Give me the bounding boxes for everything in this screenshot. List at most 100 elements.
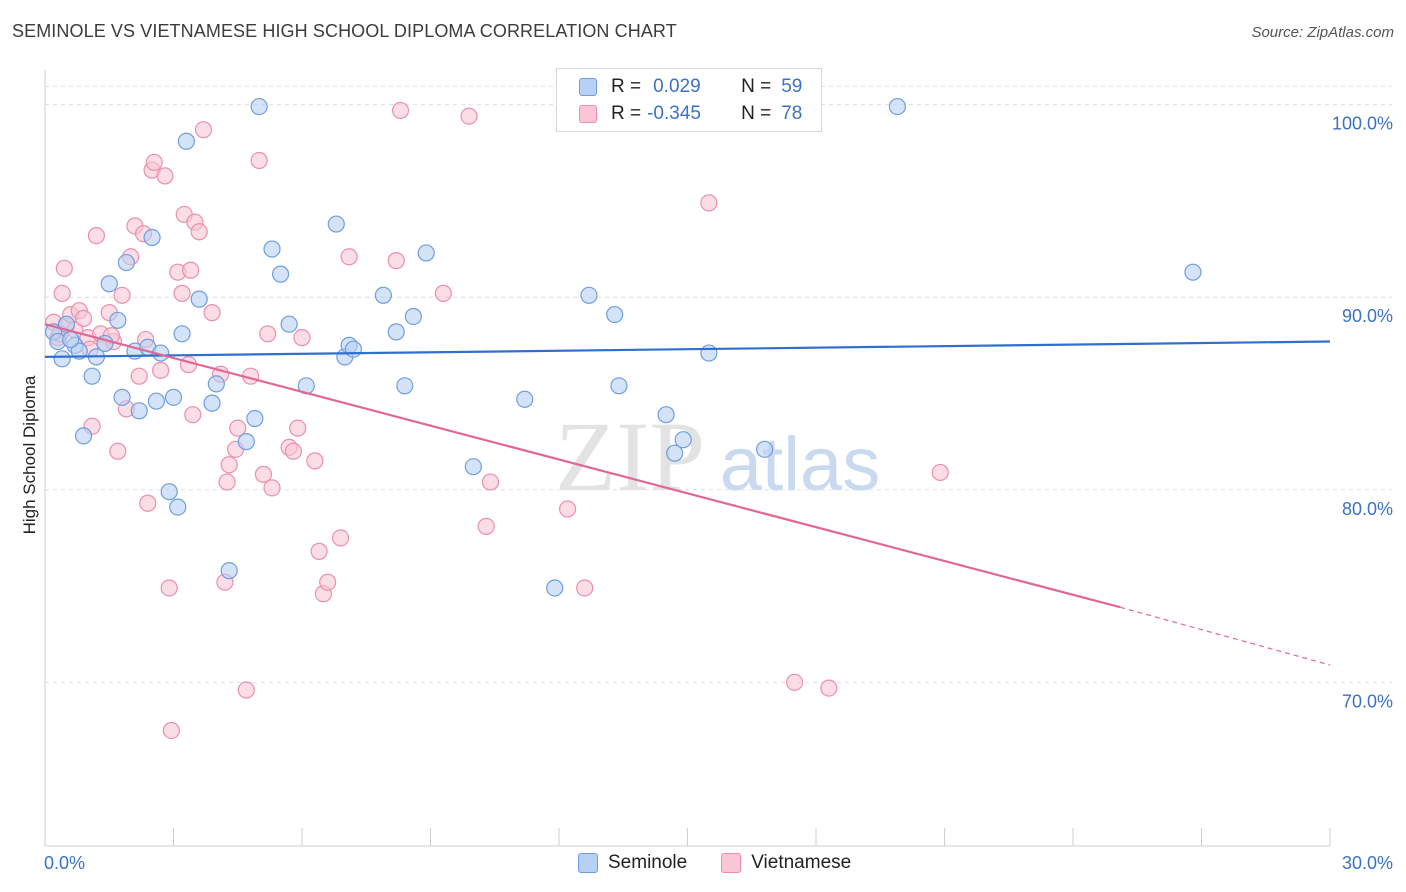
vietnamese-point	[145, 153, 163, 172]
vietnamese-point	[391, 101, 410, 120]
seminole-point	[207, 375, 225, 393]
seminole-point	[404, 307, 422, 326]
seminole-point	[250, 97, 268, 116]
vietnamese-point	[293, 329, 311, 347]
vietnamese-point	[237, 681, 255, 699]
seminole-point	[374, 286, 392, 304]
seminole-points	[44, 97, 1202, 597]
vietnamese-point	[340, 248, 358, 266]
seminole-point	[1184, 263, 1202, 281]
vietnamese-point	[190, 223, 208, 241]
legend-n-value: 78	[781, 103, 803, 124]
seminole-point	[674, 431, 692, 449]
seminole-point	[417, 244, 435, 262]
vietnamese-point	[331, 529, 350, 547]
vietnamese-point	[184, 406, 202, 424]
vietnamese-points	[44, 101, 949, 740]
y-tick-label: 90.0%	[1342, 306, 1393, 326]
seminole-point	[666, 444, 684, 462]
vietnamese-point	[220, 456, 238, 474]
vietnamese-point	[87, 226, 106, 245]
seminole-point	[173, 325, 191, 343]
vietnamese-point	[113, 286, 131, 304]
legend-n-value: 59	[781, 76, 803, 97]
seminole-point	[327, 215, 345, 233]
vietnamese-point	[173, 284, 191, 302]
seminole-swatch	[579, 78, 597, 96]
seminole-point	[109, 311, 127, 329]
gridlines	[45, 85, 1392, 683]
seminole-point	[271, 265, 290, 283]
vietnamese-trend-line	[44, 323, 1121, 609]
vietnamese-point	[284, 442, 303, 460]
seminole-point	[53, 350, 71, 368]
seminole-point	[237, 433, 255, 451]
vietnamese-point	[179, 356, 198, 374]
legend-row-vietnamese: R = -0.345 N = 78	[579, 102, 802, 126]
seminole-point	[100, 275, 118, 293]
legend-item-vietnamese[interactable]: Vietnamese	[721, 852, 851, 874]
seminole-point	[143, 228, 161, 247]
seminole-point	[83, 367, 101, 385]
seminole-point	[700, 344, 718, 362]
seminole-point	[464, 458, 482, 476]
legend-row-seminole: R = 0.029 N = 59	[579, 75, 802, 99]
vietnamese-point	[481, 473, 500, 491]
vietnamese-point	[289, 419, 307, 437]
seminole-point	[147, 392, 165, 410]
chart-title: SEMINOLE VS VIETNAMESE HIGH SCHOOL DIPLO…	[12, 21, 677, 41]
seminole-point	[755, 440, 774, 458]
vietnamese-point	[130, 367, 148, 385]
vietnamese-point	[250, 151, 268, 170]
vietnamese-point	[310, 542, 328, 560]
legend-r-value: 0.029	[653, 76, 701, 97]
legend-n-label: N =	[741, 76, 772, 97]
vietnamese-point	[162, 721, 180, 740]
vietnamese-point	[74, 309, 93, 327]
vietnamese-point	[194, 121, 213, 139]
seminole-point	[160, 483, 178, 501]
legend-label-seminole: Seminole	[608, 852, 688, 873]
seminole-point	[580, 286, 598, 304]
vietnamese-point	[576, 579, 594, 597]
vietnamese-point	[931, 463, 949, 482]
vietnamese-point	[55, 259, 73, 277]
seminole-point	[190, 290, 208, 308]
legend-r-label: R =	[611, 103, 642, 124]
seminole-point	[130, 402, 148, 420]
vietnamese-point	[460, 107, 478, 125]
series-legend: Seminole Vietnamese	[578, 852, 885, 874]
vietnamese-point	[263, 479, 281, 497]
seminole-point	[164, 388, 183, 406]
legend-r-value: -0.345	[647, 103, 701, 124]
vietnamese-point	[160, 579, 178, 597]
seminole-point	[117, 253, 135, 272]
source-label: Source: ZipAtlas.com	[1251, 24, 1394, 41]
vietnamese-point	[152, 361, 170, 379]
legend-item-seminole[interactable]: Seminole	[578, 852, 687, 874]
vietnamese-point	[700, 194, 718, 212]
vietnamese-point	[218, 473, 236, 491]
vietnamese-point	[254, 465, 273, 483]
seminole-point	[169, 498, 187, 516]
vietnamese-point	[229, 419, 247, 437]
seminole-point	[546, 579, 564, 597]
seminole-point	[516, 390, 534, 408]
vietnamese-point	[387, 252, 405, 270]
seminole-point	[70, 342, 88, 360]
seminole-point	[606, 305, 624, 324]
seminole-point	[74, 427, 93, 445]
x-tick-label: 0.0%	[44, 853, 85, 873]
y-tick-label: 70.0%	[1342, 691, 1393, 711]
seminole-point	[387, 323, 405, 341]
vietnamese-point	[477, 517, 495, 535]
legend-n-label: N =	[741, 103, 772, 124]
vietnamese-point	[259, 325, 277, 343]
vietnamese-point	[139, 494, 157, 512]
vietnamese-point	[182, 261, 200, 279]
legend-label-vietnamese: Vietnamese	[751, 852, 852, 873]
vietnamese-point	[785, 673, 804, 691]
seminole-point	[246, 409, 264, 428]
vietnamese-point	[156, 167, 174, 185]
